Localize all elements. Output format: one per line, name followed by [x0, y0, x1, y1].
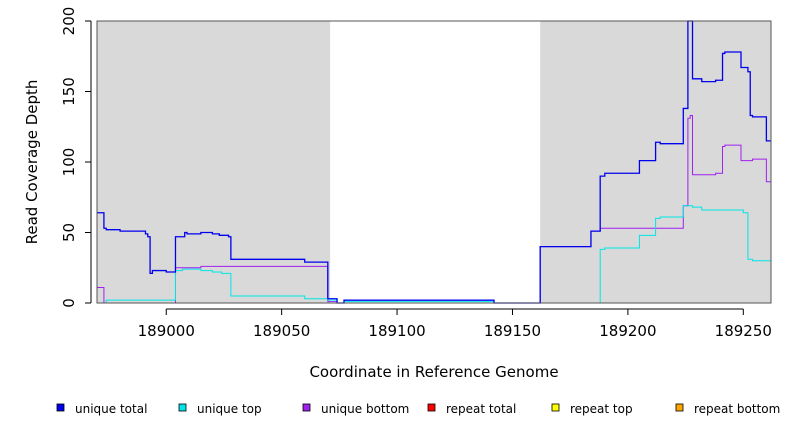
y-axis: 0 50 100 150 200: [60, 7, 92, 308]
legend-swatch: [178, 403, 187, 412]
legend-swatch: [675, 403, 684, 412]
x-tick-label: 189050: [253, 322, 310, 340]
y-tick-label: 50: [60, 223, 78, 242]
y-tick-label: 100: [60, 148, 78, 177]
x-tick-label: 189150: [484, 322, 541, 340]
x-axis-label: Coordinate in Reference Genome: [309, 363, 558, 381]
legend-swatch: [302, 403, 311, 412]
legend-label: unique top: [197, 402, 262, 416]
y-tick-label: 200: [60, 7, 78, 36]
x-tick-label: 189000: [138, 322, 195, 340]
x-axis: 189000 189050 189100 189150 189200 189250: [138, 308, 772, 340]
shaded-region-2: [540, 21, 771, 303]
legend-item-repeat-total: repeat total: [427, 402, 516, 416]
series-line-unique-total: [97, 20, 771, 304]
y-axis-label: Read Coverage Depth: [23, 80, 41, 245]
legend-label: unique bottom: [321, 402, 409, 416]
y-tick-label: 0: [60, 298, 78, 308]
shaded-regions: [97, 21, 771, 303]
legend-label: repeat bottom: [694, 402, 780, 416]
legend-label: unique total: [75, 402, 147, 416]
legend-item-unique-top: unique top: [178, 402, 262, 416]
legend-item-repeat-bottom: repeat bottom: [675, 402, 780, 416]
legend-item-unique-total: unique total: [56, 402, 147, 416]
legend-swatch: [56, 403, 65, 412]
x-tick-label: 189100: [368, 322, 425, 340]
x-tick-label: 189250: [715, 322, 772, 340]
legend-item-repeat-top: repeat top: [551, 402, 633, 416]
legend-swatch: [551, 403, 560, 412]
shaded-region-1: [97, 21, 331, 303]
y-tick-label: 150: [60, 77, 78, 106]
plot-frame: [96, 20, 772, 304]
legend-item-unique-bottom: unique bottom: [302, 402, 409, 416]
x-tick-label: 189200: [599, 322, 656, 340]
legend: unique total unique top unique bottom repea…: [56, 402, 780, 416]
legend-label: repeat total: [446, 402, 516, 416]
legend-swatch: [427, 403, 436, 412]
legend-label: repeat top: [570, 402, 633, 416]
